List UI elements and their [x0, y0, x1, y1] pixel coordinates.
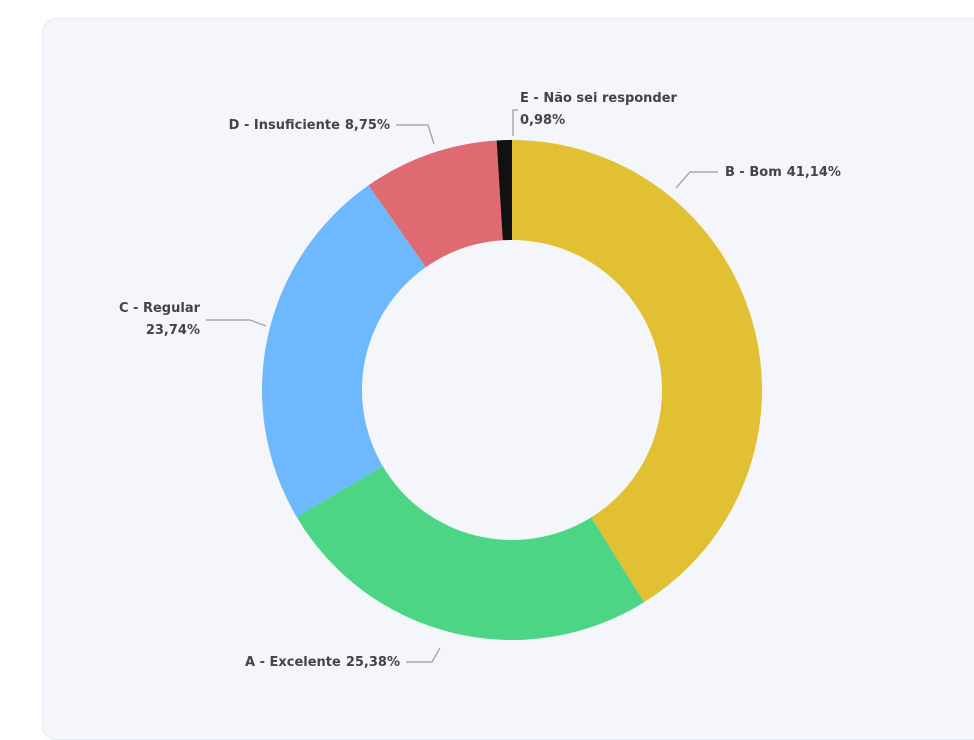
value-label: 23,74%: [146, 323, 200, 338]
value-label: 8,75%: [345, 118, 390, 133]
category-label: D - Insuficiente: [229, 118, 340, 133]
category-label: E - Não sei responder: [520, 91, 678, 106]
slice-label: A - Excelente 25,38%: [245, 655, 400, 670]
slice-label: C - Regular 23,74%: [119, 301, 201, 338]
slice-label: D - Insuficiente 8,75%: [229, 118, 390, 133]
value-label: 25,38%: [346, 655, 400, 670]
slice-label: B - Bom 41,14%: [725, 165, 841, 180]
slice: [512, 140, 763, 603]
category-label: C - Regular: [119, 301, 201, 316]
slice: [262, 185, 426, 517]
slice: [296, 466, 645, 640]
category-label: B - Bom: [725, 165, 782, 180]
slice-label: E - Não sei responder 0,98%: [520, 91, 678, 128]
page: {"chart_data": {"type": "donut", "catego…: [42, 18, 974, 740]
value-label: 0,98%: [520, 113, 565, 128]
leader-line: [675, 171, 718, 189]
chart: B - Bom 41,14% A - Excelente 25,38% C - Regu…: [119, 91, 841, 670]
value-label: 41,14%: [787, 165, 841, 180]
slice: [368, 140, 503, 268]
category-label: A - Excelente: [245, 655, 341, 670]
leader-line: [406, 647, 441, 663]
slice: [496, 140, 512, 241]
leader-line: [512, 109, 518, 136]
leader-line: [206, 319, 267, 327]
leader-line: [396, 124, 435, 145]
